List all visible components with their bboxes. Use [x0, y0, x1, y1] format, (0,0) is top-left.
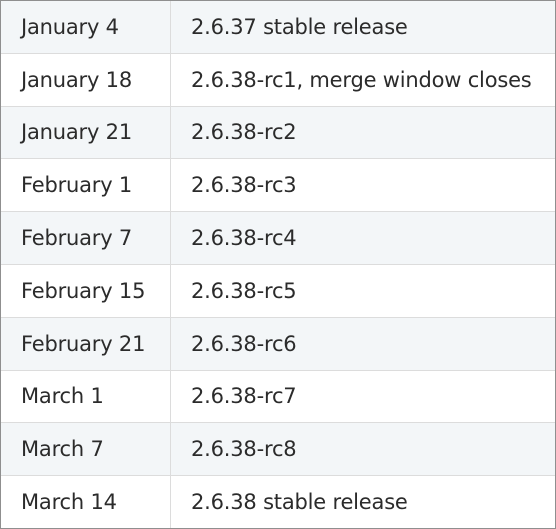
event-cell: 2.6.38-rc5	[171, 264, 555, 318]
table-row: February 21 2.6.38-rc6	[1, 317, 555, 371]
table-row: February 7 2.6.38-rc4	[1, 212, 555, 265]
date-cell: February 7	[1, 212, 171, 265]
event-cell: 2.6.38-rc3	[171, 159, 555, 213]
date-cell: February 15	[1, 264, 171, 318]
table-row: February 15 2.6.38-rc5	[1, 264, 555, 318]
date-cell: January 4	[1, 1, 171, 54]
event-cell: 2.6.38-rc2	[171, 106, 555, 160]
date-cell: March 1	[1, 370, 171, 424]
table-row: February 1 2.6.38-rc3	[1, 159, 555, 213]
date-cell: March 7	[1, 423, 171, 477]
event-cell: 2.6.38 stable release	[171, 476, 555, 528]
date-cell: March 14	[1, 476, 171, 528]
table-row: March 7 2.6.38-rc8	[1, 423, 555, 477]
date-cell: January 21	[1, 106, 171, 160]
table-row: January 21 2.6.38-rc2	[1, 106, 555, 160]
event-cell: 2.6.38-rc6	[171, 317, 555, 371]
event-cell: 2.6.38-rc4	[171, 212, 555, 265]
event-cell: 2.6.37 stable release	[171, 1, 555, 54]
table-row: January 18 2.6.38-rc1, merge window clos…	[1, 53, 555, 107]
date-cell: February 1	[1, 159, 171, 213]
date-cell: February 21	[1, 317, 171, 371]
table-row: March 14 2.6.38 stable release	[1, 476, 555, 528]
table-row: January 4 2.6.37 stable release	[1, 1, 555, 54]
event-cell: 2.6.38-rc1, merge window closes	[171, 53, 555, 107]
table-row: March 1 2.6.38-rc7	[1, 370, 555, 424]
date-cell: January 18	[1, 53, 171, 107]
event-cell: 2.6.38-rc8	[171, 423, 555, 477]
event-cell: 2.6.38-rc7	[171, 370, 555, 424]
